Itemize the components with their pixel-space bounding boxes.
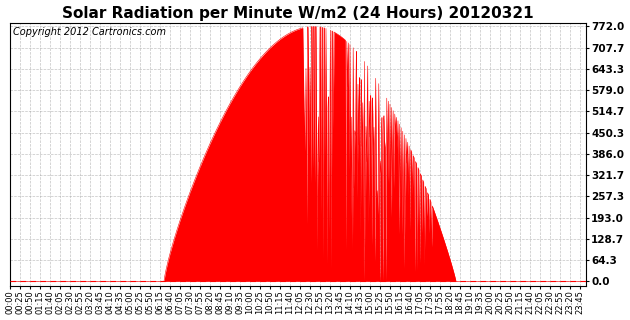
Text: Copyright 2012 Cartronics.com: Copyright 2012 Cartronics.com xyxy=(13,27,166,37)
Title: Solar Radiation per Minute W/m2 (24 Hours) 20120321: Solar Radiation per Minute W/m2 (24 Hour… xyxy=(62,5,534,20)
